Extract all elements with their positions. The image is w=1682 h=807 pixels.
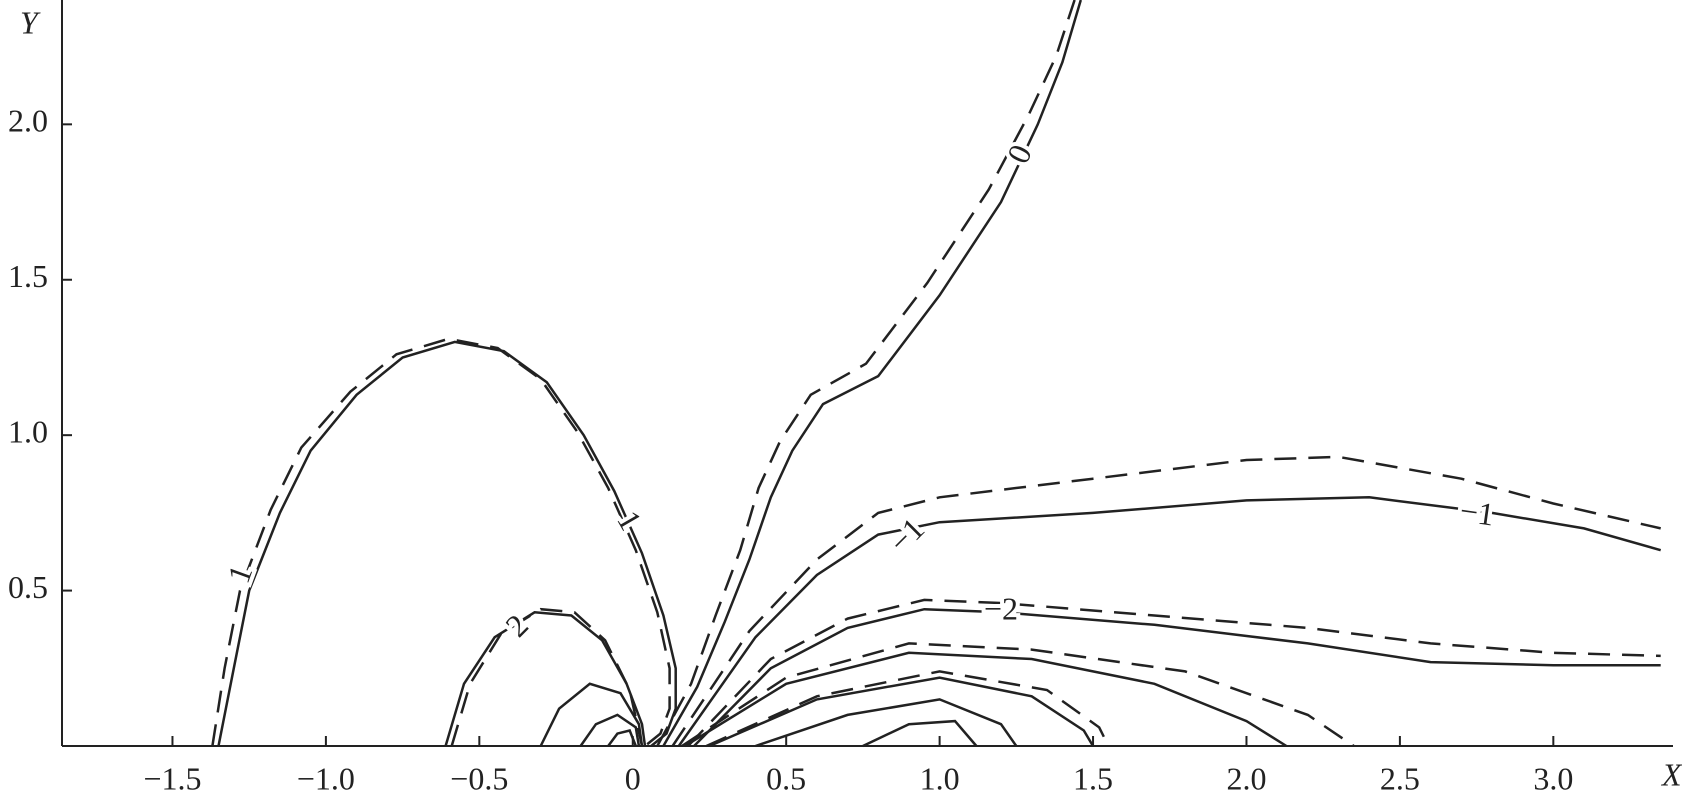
y-tick-label: 1.5 xyxy=(8,258,48,294)
contour-line xyxy=(579,713,641,747)
contour-line xyxy=(444,611,647,747)
contour-line xyxy=(450,607,644,747)
x-tick-label: −1.0 xyxy=(297,760,355,796)
contour-line xyxy=(862,719,978,748)
contour-line xyxy=(539,682,644,747)
contour-line xyxy=(705,670,1110,748)
x-tick-label: 3.0 xyxy=(1533,760,1573,796)
x-tick-label: 1.0 xyxy=(920,760,960,796)
x-tick-label: 2.0 xyxy=(1226,760,1266,796)
x-tick-label: −0.5 xyxy=(450,760,508,796)
contour-line xyxy=(656,0,1076,747)
contour-label: −1 xyxy=(1458,492,1497,532)
contour-line xyxy=(693,607,1661,747)
contour-label: −2 xyxy=(984,591,1018,627)
contour-line xyxy=(687,598,1661,747)
y-tick-label: 0.5 xyxy=(8,569,48,605)
contour-label: 1 xyxy=(610,504,649,536)
x-tick-label: 0 xyxy=(625,760,641,796)
contour-line xyxy=(677,496,1662,747)
contour-line xyxy=(217,340,677,747)
x-axis-label: X xyxy=(1660,756,1682,792)
contour-line xyxy=(755,698,1018,748)
contour-label: 1 xyxy=(220,560,259,587)
x-tick-label: 1.5 xyxy=(1073,760,1113,796)
contour-line xyxy=(671,455,1661,747)
x-tick-label: 0.5 xyxy=(766,760,806,796)
contour-line xyxy=(684,651,1288,748)
contour-line xyxy=(709,676,1095,748)
contour-line xyxy=(681,642,1355,748)
y-tick-label: 2.0 xyxy=(8,103,48,139)
contour-label: 2 xyxy=(498,607,535,644)
contour-line xyxy=(211,337,671,747)
y-tick-label: 1.0 xyxy=(8,414,48,450)
contour-line xyxy=(662,0,1082,747)
contour-line xyxy=(607,729,637,747)
contour-label: −1 xyxy=(882,510,932,560)
x-tick-label: 2.5 xyxy=(1380,760,1420,796)
x-tick-label: −1.5 xyxy=(143,760,201,796)
y-axis-label: Y xyxy=(20,4,41,40)
